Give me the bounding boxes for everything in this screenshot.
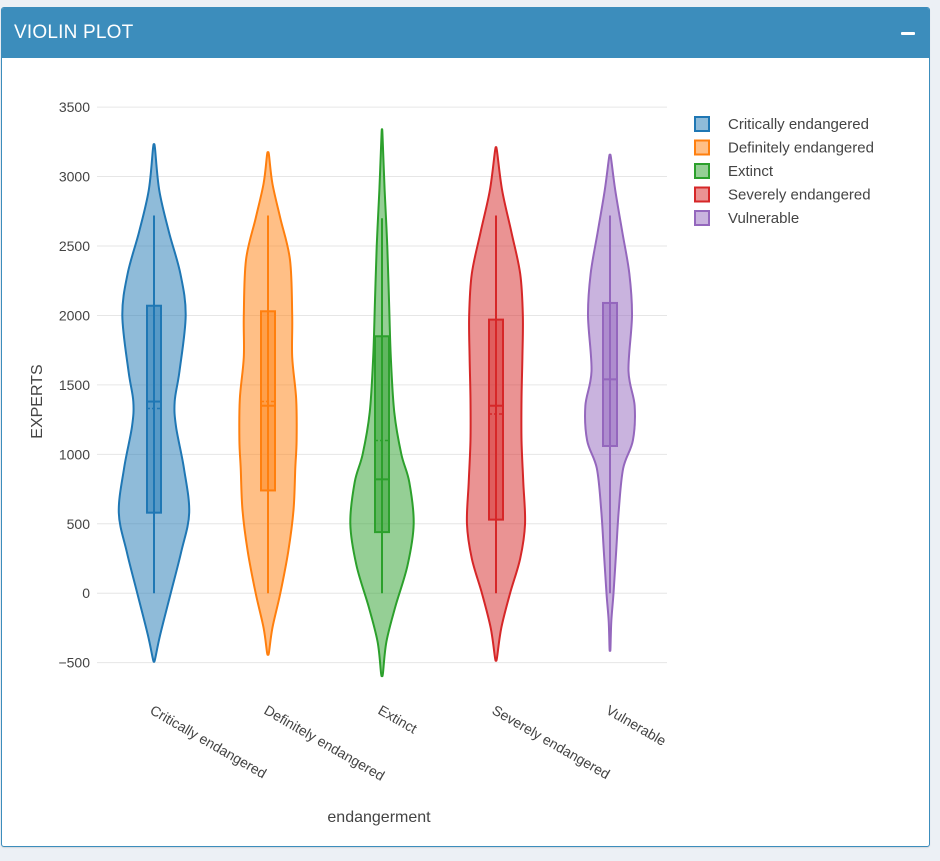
x-axis-title: endangerment [327,809,431,826]
box [374,335,390,534]
y-tick-label: 1500 [59,377,90,393]
x-tick-label: Severely endangered [490,702,613,782]
violin-definitely-endangered [238,151,298,656]
violin-vulnerable [584,153,636,652]
x-tick-label: Vulnerable [604,702,670,749]
violin-chart: −500 0 500 1000 1500 2000 2500 3000 3500 EXPERTS C… [29,99,874,826]
panel-header: VIOLIN PLOT [2,8,929,58]
box [602,301,618,448]
violin-critically-endangered [117,143,191,663]
box [488,318,504,521]
legend-label: Extinct [728,163,774,180]
y-tick-label: 2000 [59,307,90,323]
legend-swatch [694,116,710,132]
violin-severely-endangered [465,146,527,662]
y-tick-label: 0 [82,585,90,601]
minus-icon[interactable] [899,24,917,42]
y-axis-title: EXPERTS [29,364,46,438]
y-tick-label: 2500 [59,238,90,254]
legend-swatch [694,186,710,203]
y-tick-label: 500 [67,516,91,532]
y-tick-label: 1000 [59,446,90,462]
x-tick-label: Extinct [376,702,420,737]
y-tick-label: −500 [58,655,90,671]
x-tick-label: Critically endangered [148,702,270,782]
y-tick-label: 3500 [59,99,90,115]
legend-label: Severely endangered [728,187,871,204]
legend-label: Definitely endangered [728,140,874,157]
panel-title: VIOLIN PLOT [14,22,134,43]
legend-label: Vulnerable [728,210,799,227]
legend-swatch [694,139,710,156]
legend: Critically endangered Definitely endanger… [694,116,874,227]
x-tick-label: Definitely endangered [262,702,388,784]
violin-plot-panel: VIOLIN PLOT −500 0 500 1000 1500 2000 2500 3000… [1,7,930,847]
legend-swatch [694,163,710,179]
legend-swatch [694,210,710,226]
violin-extinct [349,128,415,678]
y-tick-label: 3000 [59,169,90,185]
legend-label: Critically endangered [728,116,869,133]
